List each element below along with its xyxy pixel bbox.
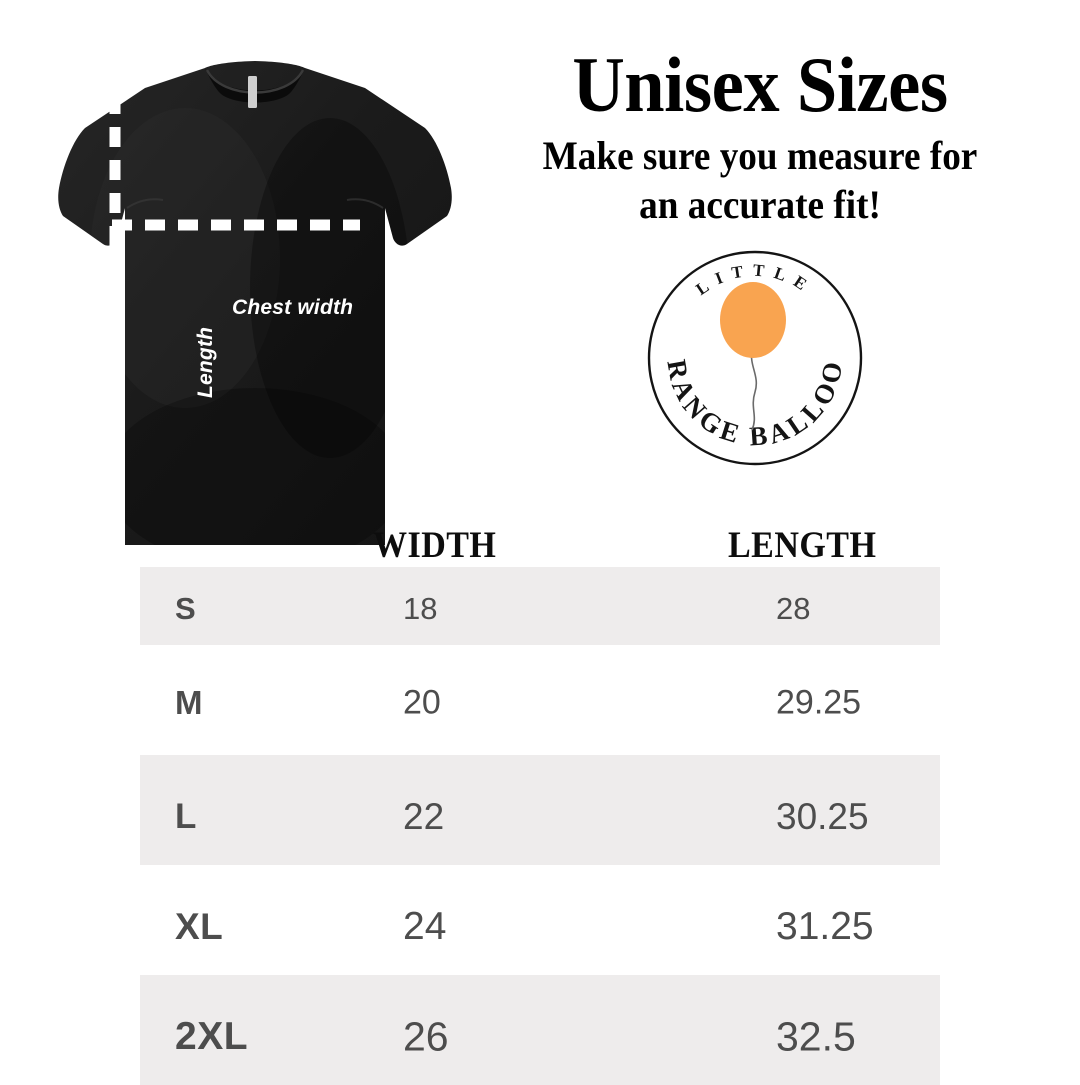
cell-size: XL bbox=[175, 906, 224, 947]
balloon-icon bbox=[720, 282, 786, 358]
length-label: Length bbox=[194, 326, 217, 398]
cell-length: 28 bbox=[776, 591, 811, 626]
cell-length: 29.25 bbox=[776, 683, 862, 722]
column-header-width: WIDTH bbox=[373, 525, 497, 566]
table-header-row: WIDTH LENGTH bbox=[140, 524, 940, 566]
size-table: S 18 28 M 20 29.25 L 22 30.25 XL 24 31.25 2XL 26 32.5 bbox=[140, 567, 940, 1085]
cell-width: 18 bbox=[403, 591, 438, 626]
tshirt-shading bbox=[90, 108, 410, 545]
cell-width: 22 bbox=[403, 796, 445, 837]
balloon-knot bbox=[749, 349, 757, 356]
cell-width: 24 bbox=[403, 905, 447, 948]
cell-size: S bbox=[175, 591, 197, 626]
chest-width-label: Chest width bbox=[232, 296, 354, 319]
cell-width: 26 bbox=[403, 1013, 449, 1060]
cell-size: L bbox=[175, 797, 197, 836]
cell-length: 30.25 bbox=[776, 796, 869, 837]
table-row: S 18 28 bbox=[140, 567, 940, 645]
table-row: XL 24 31.25 bbox=[140, 865, 940, 975]
cell-size: 2XL bbox=[175, 1015, 249, 1058]
cell-length: 31.25 bbox=[776, 905, 874, 948]
page-subtitle-line1: Make sure you measure for bbox=[542, 133, 978, 179]
page-title: Unisex Sizes bbox=[572, 41, 948, 128]
heading-block: Unisex Sizes Make sure you measure for a… bbox=[470, 41, 1050, 230]
tshirt-illustration: Chest width Length bbox=[55, 58, 455, 548]
table-row: 2XL 26 32.5 bbox=[140, 975, 940, 1085]
tshirt-brand-tag bbox=[248, 76, 257, 108]
cell-length: 32.5 bbox=[776, 1013, 856, 1060]
table-row: L 22 30.25 bbox=[140, 755, 940, 865]
cell-width: 20 bbox=[403, 683, 441, 722]
tshirt-body bbox=[58, 61, 452, 545]
brand-logo: LITTLE ORANGE BALLOON bbox=[645, 248, 865, 468]
tshirt-neckline bbox=[205, 68, 305, 103]
logo-ring bbox=[647, 250, 863, 466]
tshirt-left-sleeve-seam bbox=[126, 198, 164, 209]
page-subtitle-line2: an accurate fit! bbox=[639, 181, 881, 227]
tshirt-right-sleeve-seam bbox=[346, 198, 384, 209]
logo-graphic: LITTLE ORANGE BALLOON bbox=[645, 248, 863, 466]
column-header-length: LENGTH bbox=[728, 525, 877, 566]
balloon-string bbox=[750, 349, 758, 431]
cell-size: M bbox=[175, 684, 203, 721]
table-row: M 20 29.25 bbox=[140, 645, 940, 755]
tshirt-graphic bbox=[58, 61, 452, 547]
